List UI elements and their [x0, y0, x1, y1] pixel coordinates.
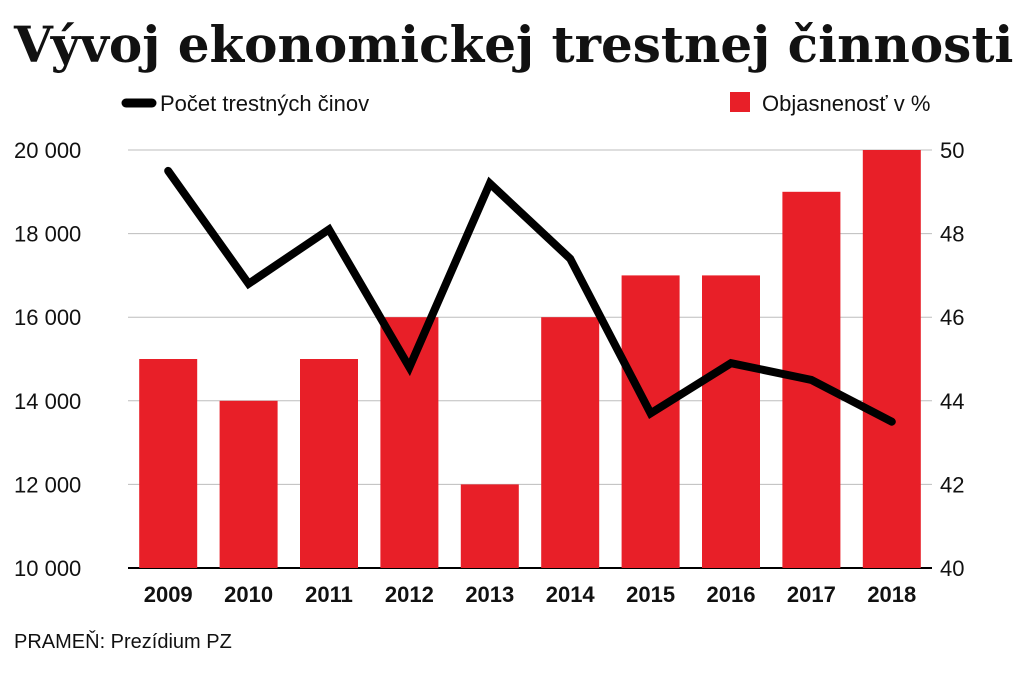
x-tick-label: 2011 [305, 582, 353, 607]
line-series [164, 166, 896, 426]
line-point-2009 [167, 169, 170, 172]
bar-series [139, 150, 921, 569]
bar-2015 [621, 275, 680, 568]
line-point-2014 [569, 257, 572, 260]
right-tick-label: 48 [940, 222, 964, 247]
x-tick-label: 2013 [465, 582, 514, 607]
left-tick-label: 10 000 [14, 556, 81, 581]
right-tick-label: 42 [940, 472, 964, 497]
x-tick-label: 2018 [867, 582, 916, 607]
left-tick-label: 14 000 [14, 389, 81, 414]
legend-bar-swatch [730, 92, 750, 112]
legend-label-count: Počet trestných činov [160, 91, 369, 116]
bar-2012 [380, 317, 439, 568]
legend-label-clearance: Objasnenosť v % [762, 91, 930, 116]
legend: Počet trestných činov Objasnenosť v % [121, 91, 930, 116]
bar-2018 [862, 150, 921, 568]
line-point-2012 [408, 366, 411, 369]
chart-title: Vývoj ekonomickej trestnej činnosti [13, 15, 1013, 74]
line-point-2015 [649, 412, 652, 415]
right-tick-label: 40 [940, 556, 964, 581]
left-tick-label: 12 000 [14, 472, 81, 497]
right-tick-label: 44 [940, 389, 964, 414]
right-tick-label: 46 [940, 305, 964, 330]
line-point-2017 [810, 378, 813, 381]
left-tick-label: 16 000 [14, 305, 81, 330]
bar-2013 [460, 484, 519, 568]
left-tick-label: 18 000 [14, 222, 81, 247]
x-tick-label: 2009 [144, 582, 193, 607]
line-point-2013 [488, 182, 491, 185]
bar-2016 [702, 275, 760, 568]
source-note: PRAMEŇ: Prezídium PZ [14, 630, 232, 653]
bar-2010 [219, 400, 278, 568]
x-tick-label: 2014 [546, 582, 596, 607]
line-point-2010 [247, 282, 250, 285]
line-point-2018 [890, 420, 893, 423]
x-tick-label: 2017 [787, 582, 836, 607]
right-axis: 40 42 44 46 48 50 [940, 138, 964, 581]
bar-2011 [300, 359, 358, 568]
x-tick-label: 2016 [707, 582, 756, 607]
line-point-2016 [730, 362, 732, 365]
x-tick-label: 2012 [385, 582, 434, 607]
x-tick-label: 2015 [626, 582, 675, 607]
x-axis: 2009 2010 2011 2012 2013 2014 2015 2016 2017 2018 [144, 582, 917, 607]
line-point-2011 [328, 228, 330, 231]
bar-2009 [139, 359, 198, 568]
left-axis: 10 000 12 000 14 000 16 000 18 000 20 000 [14, 138, 81, 581]
x-tick-label: 2010 [224, 582, 273, 607]
line-path-count [164, 166, 896, 426]
left-tick-label: 20 000 [14, 138, 81, 163]
bar-2014 [541, 317, 600, 568]
right-tick-label: 50 [940, 138, 964, 163]
